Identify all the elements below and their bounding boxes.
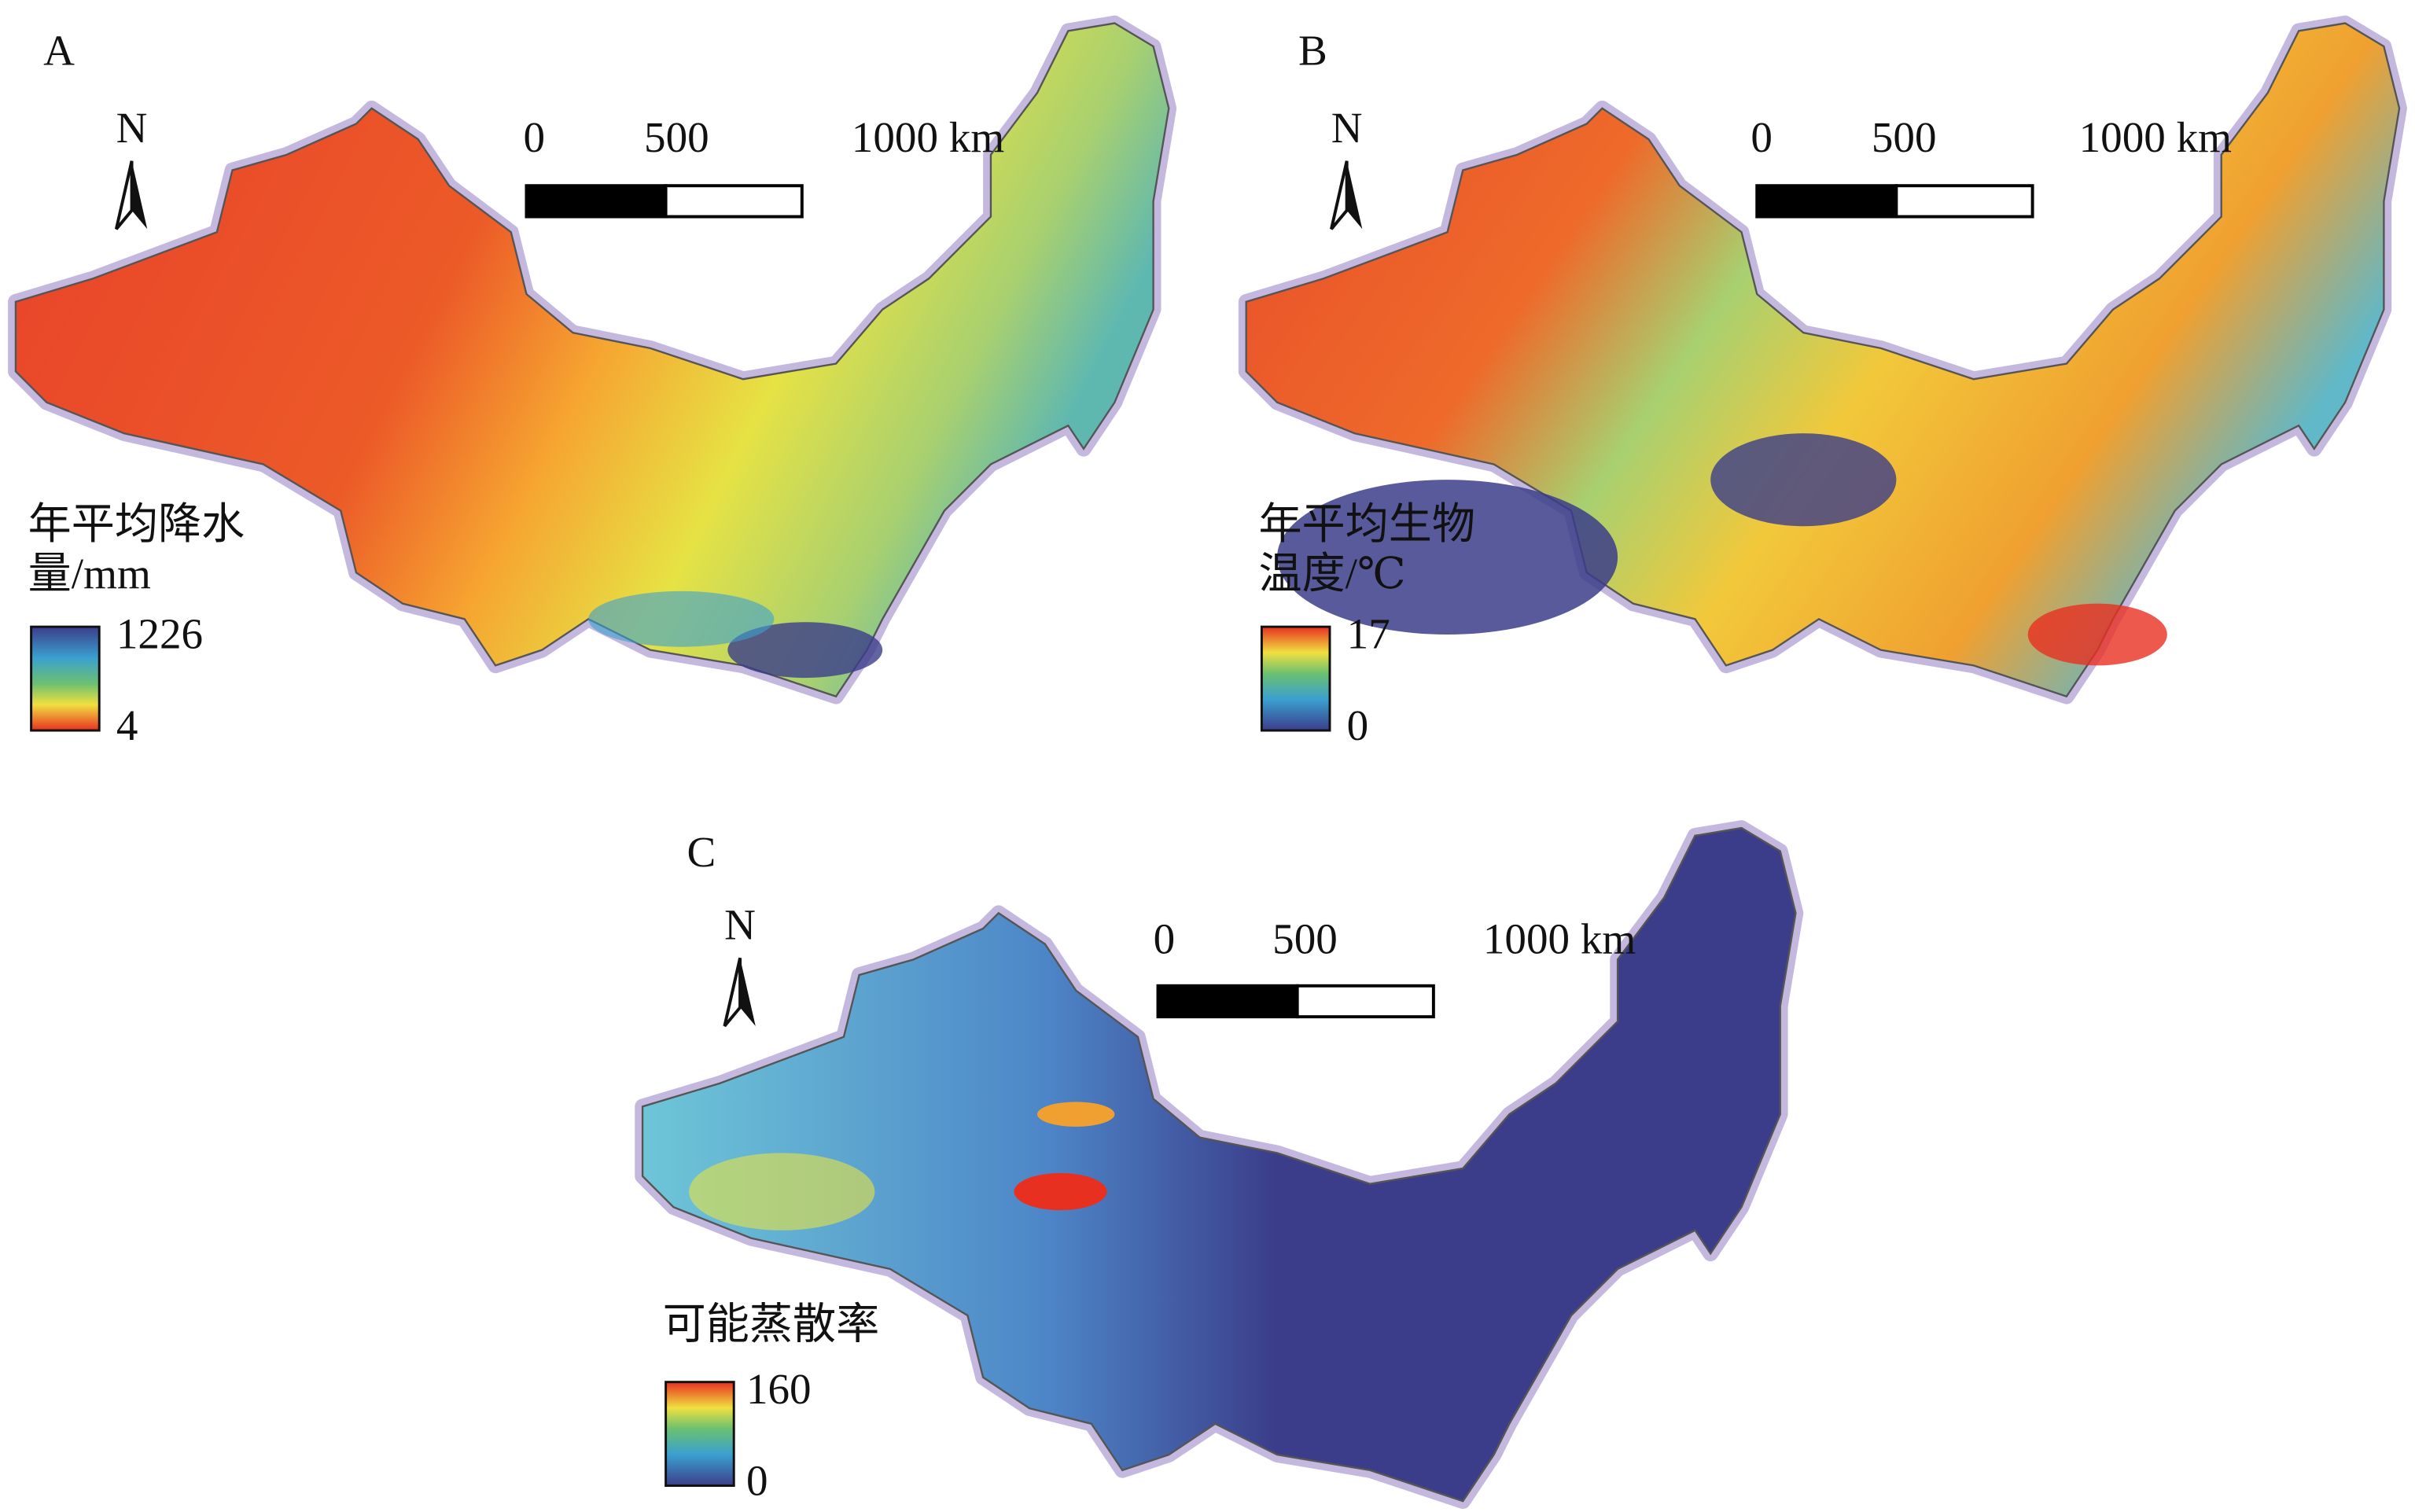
map-shade [1036,1102,1115,1127]
panel-label: C [687,828,716,876]
scale-label: 0 [1154,914,1176,962]
scale-label: 0 [524,113,546,161]
legend-colorbar [664,1381,735,1488]
map-shade [727,622,883,679]
north-label: N [724,901,756,949]
legend-max: 17 [1347,610,1390,658]
scale-label: 1000 km [2079,113,2232,161]
legend-max: 1226 [116,610,203,658]
legend-title: 量/mm [28,550,151,598]
map [16,24,1169,697]
panel-label: A [43,27,75,75]
legend-min: 0 [1347,701,1369,749]
map-panel: CN 0 500 1000 km 可能蒸散率 160 0 [642,828,1795,1504]
north-label: N [116,104,148,152]
scale-label: 500 [1272,914,1338,962]
map [642,828,1795,1501]
legend-title: 温度/℃ [1258,550,1405,598]
north-arrow [1330,160,1349,230]
map [1246,24,2399,697]
scale-bar [1156,984,1299,1019]
map-shade [689,1153,875,1231]
scale-bar [525,184,668,219]
legend-min: 0 [746,1456,768,1504]
legend-title: 年平均降水 [28,500,245,548]
scale-label: 500 [1872,113,1937,161]
north-arrow [1346,160,1363,230]
scale-label: 0 [1751,113,1773,161]
north-arrow [723,957,742,1028]
map-shade [1014,1172,1107,1211]
map-shade [588,590,775,647]
map-shade [1710,433,1897,527]
map-shade [1277,480,1618,635]
panel-label: B [1298,27,1327,75]
north-arrow [114,160,134,230]
legend-colorbar [30,625,101,732]
scale-bar [1295,984,1435,1019]
legend-colorbar [1260,625,1331,732]
scale-label: 500 [644,113,709,161]
map-shade [2027,603,2167,666]
scale-bar [664,184,804,219]
scale-bar [1755,184,1898,219]
north-arrow [740,958,756,1026]
north-arrow [131,160,148,230]
legend-title: 年平均生物 [1258,500,1475,548]
scale-bar [1894,184,2034,219]
legend-max: 160 [746,1365,812,1413]
scale-label: 1000 km [1483,914,1636,962]
north-label: N [1331,104,1363,152]
legend-title: 可能蒸散率 [663,1300,880,1348]
scale-label: 1000 km [852,113,1004,161]
legend-min: 4 [116,701,138,749]
